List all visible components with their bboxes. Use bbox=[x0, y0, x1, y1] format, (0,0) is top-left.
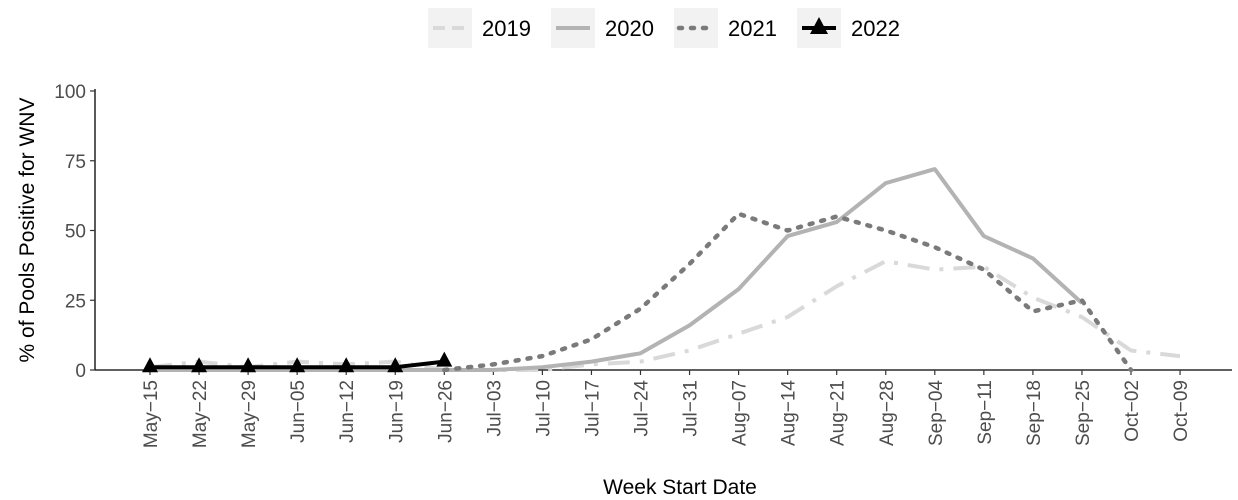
y-tick-label: 75 bbox=[65, 152, 86, 173]
data-point-2022 bbox=[240, 357, 257, 373]
x-tick-label: Aug−14 bbox=[779, 380, 800, 446]
x-tick-label: Aug−07 bbox=[730, 380, 751, 446]
legend-item-2019: 2019 bbox=[428, 8, 531, 48]
y-tick-label: 100 bbox=[54, 82, 86, 103]
data-point-2022 bbox=[338, 357, 355, 373]
y-axis: 0 25 50 75 100 bbox=[54, 82, 96, 382]
plot-area bbox=[142, 167, 1181, 373]
series-2022 bbox=[142, 351, 453, 373]
x-tick-label: Sep−18 bbox=[1024, 380, 1045, 446]
x-tick-label: Sep−04 bbox=[926, 380, 947, 446]
legend-label: 2020 bbox=[605, 16, 654, 41]
x-tick-label: Aug−21 bbox=[828, 380, 849, 446]
x-tick-label: Oct−09 bbox=[1171, 380, 1192, 442]
data-point-2022 bbox=[142, 357, 158, 373]
x-tick-label: Jul−17 bbox=[582, 380, 603, 437]
data-point-2022 bbox=[436, 351, 453, 367]
x-tick-label: Jul−03 bbox=[484, 380, 505, 437]
x-tick-label: Aug−28 bbox=[877, 380, 898, 446]
y-tick-label: 50 bbox=[65, 222, 86, 243]
x-tick-label: Jun−05 bbox=[288, 380, 309, 443]
series-line-2021 bbox=[442, 211, 1134, 373]
x-tick-label: Jul−10 bbox=[533, 380, 554, 437]
x-tick-label: May−15 bbox=[141, 380, 162, 448]
x-tick-label: May−29 bbox=[239, 380, 260, 448]
series-2021 bbox=[442, 211, 1134, 373]
x-tick-label: May−22 bbox=[190, 380, 211, 448]
legend-item-2021: 2021 bbox=[674, 8, 777, 48]
x-tick-label: Oct−02 bbox=[1122, 380, 1143, 442]
x-tick-label: Jun−12 bbox=[337, 380, 358, 443]
data-point-2022 bbox=[191, 357, 208, 373]
x-tick-label: Sep−11 bbox=[975, 380, 996, 445]
x-tick-label: Sep−25 bbox=[1073, 380, 1094, 446]
data-point-2022 bbox=[289, 357, 306, 373]
series-2019 bbox=[149, 259, 1181, 372]
series-line-2019 bbox=[149, 259, 1181, 372]
data-point-2022 bbox=[387, 357, 404, 373]
legend-label: 2019 bbox=[482, 16, 531, 41]
x-tick-label: Jul−31 bbox=[681, 380, 702, 437]
x-tick-label: Jun−26 bbox=[435, 380, 456, 443]
series-2020 bbox=[150, 167, 1084, 372]
y-axis-title: % of Pools Positive for WNV bbox=[16, 98, 39, 363]
x-axis-title: Week Start Date bbox=[603, 476, 757, 499]
y-tick-label: 0 bbox=[75, 361, 86, 382]
y-tick-label: 25 bbox=[65, 291, 86, 312]
legend: 2019 2020 2021 2022 bbox=[428, 8, 900, 48]
x-axis: May−15 May−22 May−29 Jun−05 Jun−12 Jun−19 Jun−… bbox=[95, 369, 1232, 448]
x-tick-label: Jul−24 bbox=[632, 380, 653, 437]
x-tick-label: Jun−19 bbox=[386, 380, 407, 443]
legend-label: 2021 bbox=[728, 16, 777, 41]
series-line-2020 bbox=[150, 167, 1084, 372]
legend-item-2022: 2022 bbox=[797, 8, 900, 48]
legend-label: 2022 bbox=[851, 16, 900, 41]
legend-item-2020: 2020 bbox=[551, 8, 654, 48]
legend-key-marker bbox=[810, 17, 828, 34]
